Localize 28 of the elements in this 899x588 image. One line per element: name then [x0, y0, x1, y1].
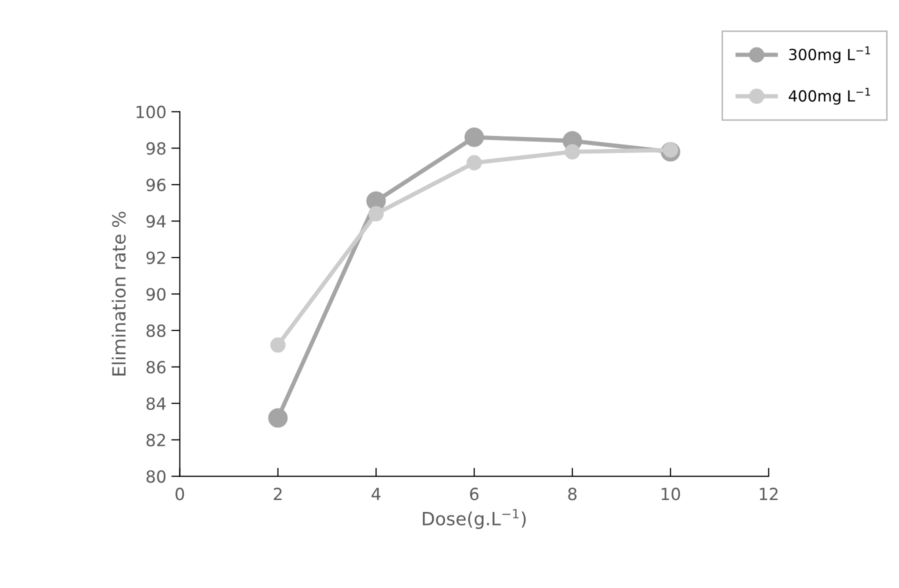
y-axis-title: Elimination rate % [112, 212, 126, 376]
x-tick-label: 0 [176, 488, 184, 500]
x-tick-label: 2 [274, 488, 282, 500]
y-tick-label: 94 [146, 215, 166, 228]
y-tick-label: 88 [146, 324, 166, 338]
point [270, 337, 286, 353]
point [466, 155, 482, 170]
y-tick-label: 98 [146, 142, 166, 155]
legend-label: 400mg L$^{−1}$ [788, 88, 870, 105]
x-tick-label: 8 [568, 488, 577, 500]
point [564, 144, 580, 160]
y-tick-label: 84 [146, 397, 166, 410]
x-tick-label: 4 [372, 488, 380, 500]
point [368, 206, 384, 222]
x-tick-label: 6 [470, 488, 478, 500]
y-tick-label: 80 [146, 470, 166, 483]
y-tick-label: 96 [146, 178, 166, 192]
y-tick-label: 100 [136, 106, 166, 118]
x-axis-title: Dose(g.L$^{−1}$) [422, 509, 526, 529]
x-tick-label: 12 [760, 488, 778, 500]
legend-label: 300mg L$^{−1}$ [789, 46, 870, 64]
y-tick-label: 82 [146, 434, 165, 446]
x-tick-label: 10 [662, 488, 680, 500]
y-tick-label: 92 [146, 252, 165, 264]
y-tick-label: 86 [146, 360, 166, 374]
point [464, 128, 484, 147]
y-tick-label: 90 [146, 288, 166, 301]
point [268, 408, 288, 428]
